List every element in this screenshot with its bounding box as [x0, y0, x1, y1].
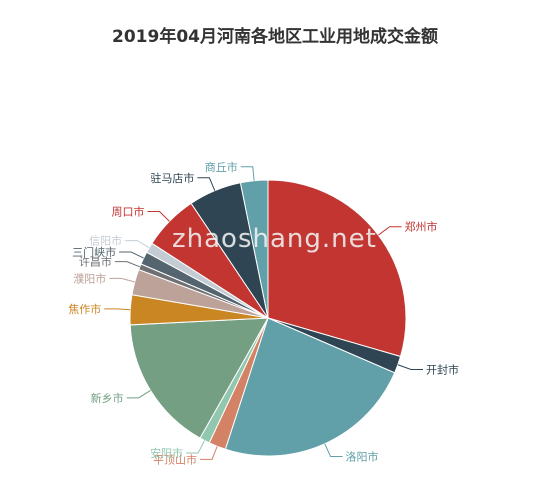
slice-label-11: 周口市 — [112, 205, 145, 219]
slice-label-1: 开封市 — [426, 362, 459, 376]
leader-line-8 — [114, 261, 141, 268]
leader-line-7 — [109, 277, 135, 283]
leader-line-4 — [186, 440, 206, 454]
pie-slice-5[interactable] — [129, 317, 269, 439]
leader-line-12 — [197, 177, 216, 191]
slice-label-2: 洛阳市 — [346, 450, 379, 464]
slice-label-0: 郑州市 — [405, 220, 438, 234]
leader-line-1 — [397, 364, 424, 370]
slice-label-7: 濮阳市 — [73, 271, 106, 285]
leader-line-3 — [200, 446, 218, 460]
slice-label-4: 安阳市 — [150, 446, 183, 460]
slice-label-3: 平顶山市 — [153, 452, 197, 466]
slice-label-6: 焦作市 — [68, 302, 101, 316]
leader-line-11 — [147, 211, 170, 222]
slice-label-9: 三门峡市 — [72, 245, 116, 259]
chart-title: 2019年04月河南各地区工业用地成交金额 — [112, 27, 438, 47]
leader-line-2 — [324, 443, 343, 458]
leader-line-9 — [119, 251, 144, 259]
slice-label-13: 商丘市 — [205, 160, 238, 174]
slice-label-5: 新乡市 — [91, 391, 124, 405]
pie-slice-0[interactable] — [267, 179, 407, 358]
leader-line-0 — [378, 226, 402, 236]
watermark: zhaoshang.net — [172, 224, 377, 254]
leader-line-6 — [104, 308, 131, 311]
leader-line-5 — [126, 390, 151, 399]
slice-label-8: 许昌市 — [79, 255, 112, 269]
pie-slice-2[interactable] — [224, 317, 396, 457]
slice-label-10: 信阳市 — [89, 234, 122, 248]
leader-line-10 — [125, 240, 150, 249]
leader-line-13 — [240, 166, 255, 181]
slice-label-12: 驻马店市 — [150, 171, 194, 185]
